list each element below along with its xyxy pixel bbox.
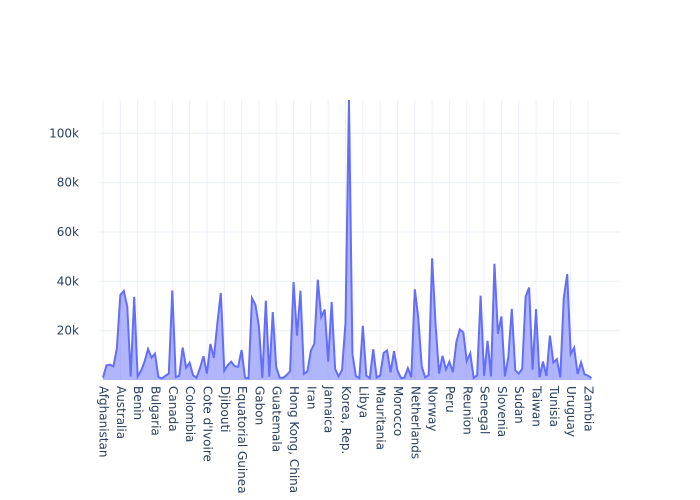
x-tick-label: Equatorial Guinea bbox=[235, 386, 249, 494]
y-tick-label: 40k bbox=[57, 274, 79, 288]
x-tick-label: Sudan bbox=[512, 386, 526, 424]
x-tick-label: Slovenia bbox=[495, 386, 509, 437]
x-tick-label: Djibouti bbox=[218, 386, 232, 433]
y-tick-label: 80k bbox=[57, 176, 79, 190]
x-tick-label: Benin bbox=[131, 386, 145, 420]
x-tick-label: Taiwan bbox=[530, 385, 544, 427]
x-tick-label: Uruguay bbox=[564, 386, 578, 437]
x-tick-label: Colombia bbox=[183, 386, 197, 442]
y-tick-label: 100k bbox=[49, 126, 79, 140]
x-tick-label: Australia bbox=[114, 386, 128, 439]
x-tick-label: Korea, Rep. bbox=[339, 386, 353, 454]
x-tick-label: Gabon bbox=[252, 386, 266, 425]
x-tick-label: Guatemala bbox=[270, 386, 284, 452]
x-tick-label: Reunion bbox=[460, 386, 474, 435]
x-tick-label: Afghanistan bbox=[97, 386, 111, 457]
x-tick-label: Iran bbox=[304, 386, 318, 409]
x-tick-label: Cote d'Ivoire bbox=[200, 386, 214, 462]
x-tick-label: Peru bbox=[443, 386, 457, 413]
x-tick-label: Canada bbox=[166, 386, 180, 432]
y-tick-label: 20k bbox=[57, 324, 79, 338]
x-tick-label: Hong Kong, China bbox=[287, 386, 301, 493]
x-tick-label: Morocco bbox=[391, 386, 405, 436]
x-tick-label: Norway bbox=[426, 386, 440, 432]
x-tick-label: Netherlands bbox=[408, 386, 422, 459]
y-tick-label: 60k bbox=[57, 225, 79, 239]
x-tick-label: Jamaica bbox=[322, 385, 336, 433]
x-tick-label: Mauritania bbox=[374, 386, 388, 450]
area-line bbox=[102, 99, 593, 380]
x-tick-label: Tunisia bbox=[547, 385, 561, 427]
x-tick-label: Senegal bbox=[478, 386, 492, 434]
x-tick-label: Bulgaria bbox=[148, 386, 162, 436]
x-tick-label: Zambia bbox=[582, 386, 596, 432]
x-tick-label: Libya bbox=[356, 386, 370, 418]
